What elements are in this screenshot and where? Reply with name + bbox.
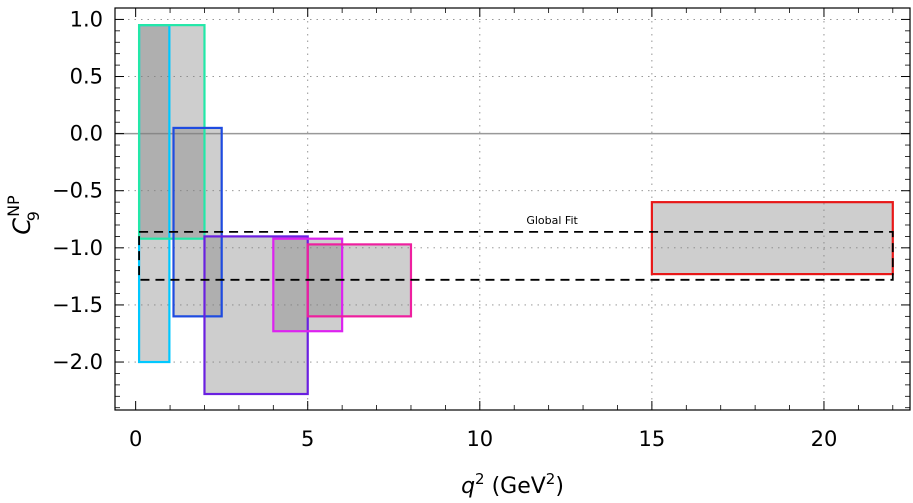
x-axis-label-base: q (461, 474, 475, 499)
data-boxes (137, 24, 894, 396)
data-box-fill (139, 25, 205, 239)
x-tick-label: 5 (301, 427, 314, 451)
global-fit-box (138, 230, 894, 281)
x-tick-label: 20 (811, 427, 838, 451)
x-tick-label: 0 (129, 427, 142, 451)
x-axis-label-sup: 2 (475, 470, 485, 488)
svg-text:CNP9: CNP9 (4, 195, 43, 235)
data-box-bin-0.1-2 (137, 24, 206, 240)
global-fit-band (138, 230, 894, 281)
y-tick-label: −1.0 (52, 236, 103, 260)
data-box-bin-4-6 (272, 237, 344, 333)
data-box-fill (651, 202, 893, 275)
x-tick-label: 10 (466, 427, 493, 451)
y-axis-label-sub: 9 (24, 211, 43, 221)
y-tick-label: −1.5 (52, 293, 103, 317)
y-tick-label: 0.5 (70, 65, 103, 89)
plot-frame (114, 7, 911, 411)
x-tick-label: 15 (639, 427, 666, 451)
axis-ticks (115, 7, 910, 410)
y-axis-label: CNP9 (4, 195, 43, 235)
y-axis-label-base: C (8, 218, 36, 235)
y-tick-label: −0.5 (52, 179, 103, 203)
data-box-fill (173, 127, 222, 317)
x-axis-label-unit-sup: 2 (546, 470, 556, 488)
y-tick-label: 0.0 (70, 122, 103, 146)
data-box-bin-1.1-2.5 (172, 126, 223, 318)
grid-lines (115, 8, 910, 410)
tick-labels: 0 5 10 15 20 1.0 0.5 0.0 −0.5 −1.0 −1.5 −2.0 (52, 7, 837, 451)
global-fit-label: Global Fit (526, 214, 578, 227)
data-box-bin-15-22 (650, 201, 894, 276)
y-axis-label-sup: NP (4, 195, 23, 217)
x-axis-label-unit: (GeV (485, 474, 546, 499)
x-axis-label: q2 (GeV2) (461, 470, 564, 499)
y-tick-label: −2.0 (52, 350, 103, 374)
y-tick-label: 1.0 (70, 7, 103, 31)
x-axis-label-unit-close: ) (555, 474, 564, 499)
data-box-fill (139, 25, 170, 363)
